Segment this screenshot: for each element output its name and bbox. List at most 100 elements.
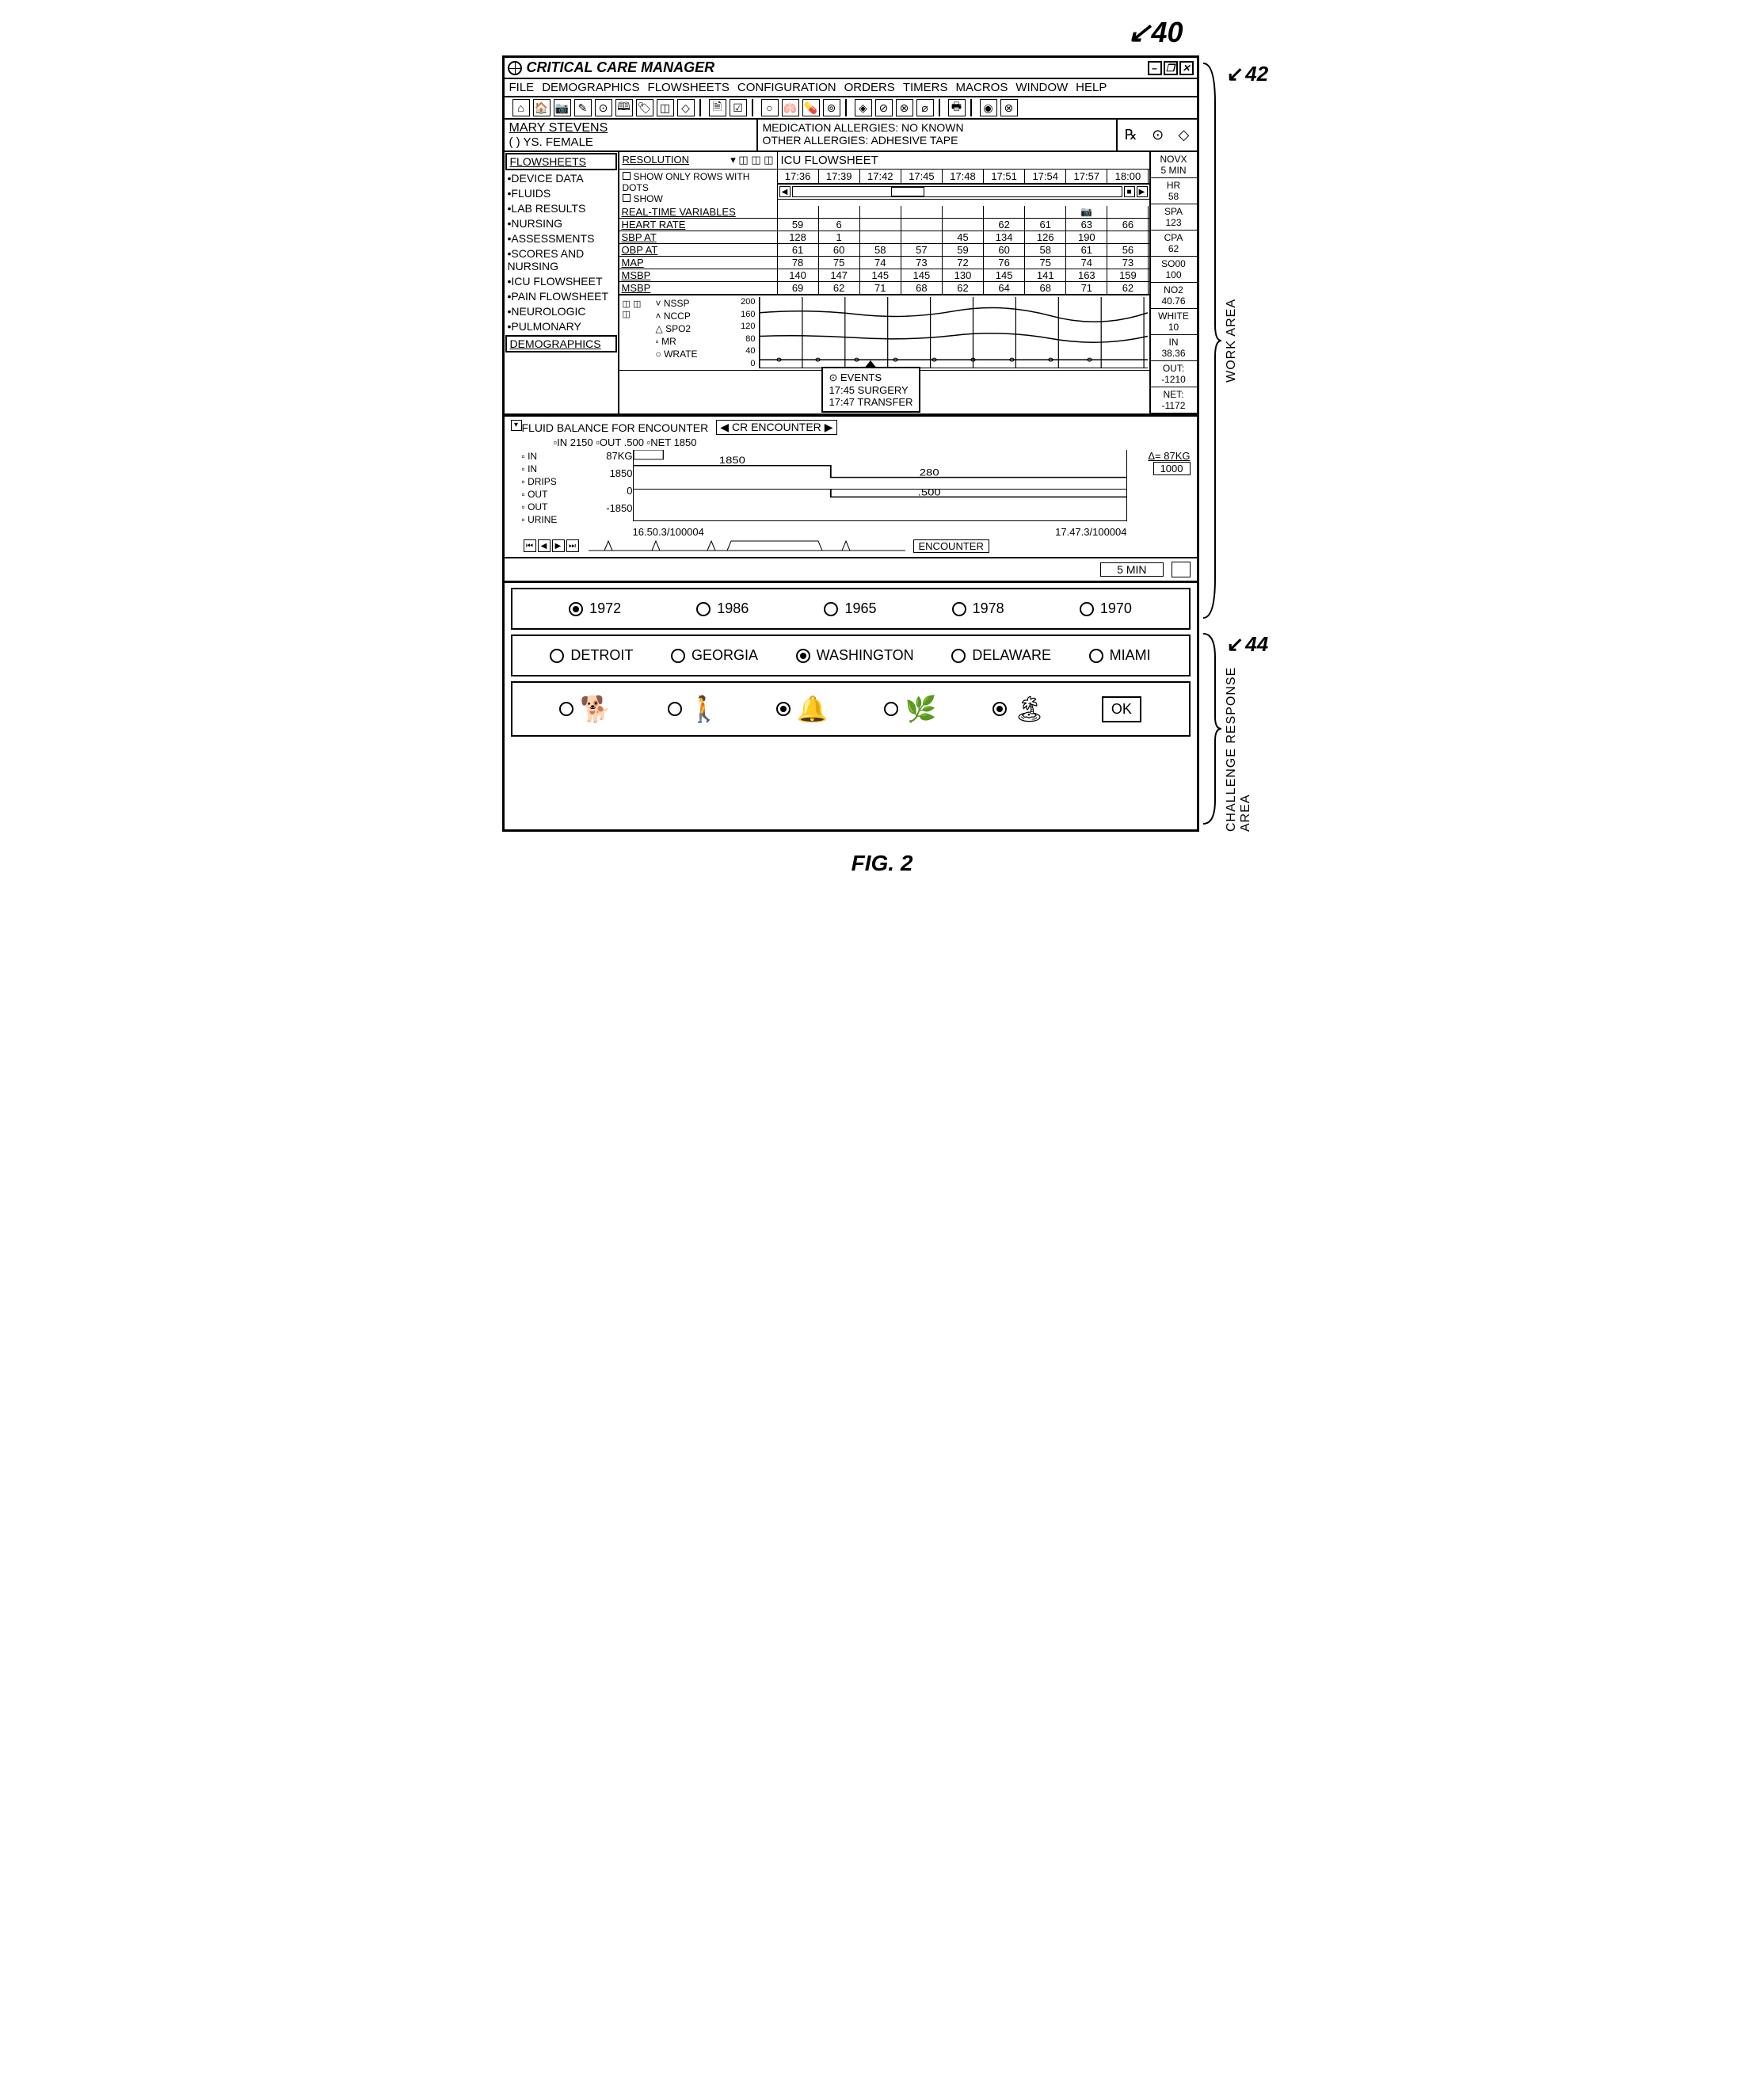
menu-item[interactable]: MACROS [955, 81, 1008, 94]
challenge-row-years: 1972 1986 1965 1978 1970 [511, 588, 1191, 630]
menu-item[interactable]: WINDOW [1015, 81, 1068, 94]
data-cell: 58 [1025, 244, 1066, 256]
challenge-option[interactable]: 1986 [696, 600, 749, 617]
scrollbar[interactable] [792, 186, 1122, 197]
menu-item[interactable]: CONFIGURATION [737, 81, 836, 94]
sidebar-item[interactable]: •ASSESSMENTS [505, 231, 618, 246]
toolbar-icon[interactable]: 🫁 [782, 99, 799, 116]
challenge-option[interactable]: 🌿 [884, 694, 936, 724]
yaxis-tick: 40 [724, 346, 756, 356]
show-rows-opt[interactable]: SHOW ONLY ROWS WITH DOTS [623, 171, 750, 193]
toolbar-icon[interactable]: ⊙ [595, 99, 612, 116]
scroll-stop[interactable]: ■ [1124, 186, 1135, 197]
data-cell: 60 [984, 244, 1025, 256]
enc-next[interactable]: ▶ [825, 421, 833, 434]
toolbar-icon[interactable]: ◈ [855, 99, 872, 116]
sidebar-item[interactable]: •DEVICE DATA [505, 171, 618, 186]
challenge-option[interactable]: 1970 [1080, 600, 1132, 617]
maximize-button[interactable]: ❐ [1164, 61, 1178, 75]
data-cell: 63 [1066, 219, 1107, 231]
challenge-option[interactable]: WASHINGTON [796, 647, 914, 664]
data-cell: 145 [860, 269, 901, 281]
patient-action-icon[interactable]: ◇ [1178, 127, 1189, 143]
variable-label: OBP AT [619, 244, 778, 256]
challenge-option[interactable]: GEORGIA [671, 647, 758, 664]
data-cell: 126 [1025, 231, 1066, 243]
menu-item[interactable]: HELP [1076, 81, 1107, 94]
toolbar-icon[interactable]: 📷 [554, 99, 571, 116]
toolbar-icon[interactable]: ◫ [657, 99, 674, 116]
transport-last[interactable]: ⏭ [566, 539, 579, 552]
sidebar-item[interactable]: •NURSING [505, 216, 618, 231]
challenge-option[interactable]: MIAMI [1089, 647, 1151, 664]
sidebar-item[interactable]: •FLUIDS [505, 186, 618, 201]
sidebar-demographics[interactable]: DEMOGRAPHICS [505, 335, 617, 352]
toolbar-icon[interactable]: 💊 [802, 99, 820, 116]
toolbar-icon[interactable]: ⊗ [1000, 99, 1018, 116]
challenge-option[interactable]: 🚶 [668, 694, 720, 724]
time-cell: 17:54 [1025, 170, 1066, 183]
toolbar-icon[interactable]: ◇ [677, 99, 695, 116]
events-tooltip: ⊙ EVENTS 17:45 SURGERY 17:47 TRANSFER [821, 367, 921, 413]
challenge-option[interactable]: 1978 [952, 600, 1004, 617]
toolbar-icon[interactable]: ☑ [730, 99, 747, 116]
toolbar-icon[interactable]: ✎ [574, 99, 592, 116]
transport-next[interactable]: ▶ [552, 539, 565, 552]
toolbar-icon[interactable]: 🖶 [948, 99, 966, 116]
sidebar-item[interactable]: •PAIN FLOWSHEET [505, 289, 618, 304]
toolbar-icon[interactable]: 🏷 [636, 99, 653, 116]
menu-item[interactable]: FILE [509, 81, 535, 94]
challenge-option[interactable]: 🔔 [776, 694, 829, 724]
transport-first[interactable]: ⏮ [524, 539, 536, 552]
icu-flowsheet-label: ICU FLOWSHEET [778, 152, 1149, 169]
sidebar-item[interactable]: •ICU FLOWSHEET [505, 274, 618, 289]
transport-prev[interactable]: ◀ [538, 539, 551, 552]
svg-text:.500: .500 [917, 487, 940, 497]
footer-icon[interactable] [1172, 562, 1191, 577]
show-opt[interactable]: SHOW [634, 193, 663, 204]
toolbar-icon[interactable]: ○ [761, 99, 779, 116]
data-cell: 62 [943, 282, 984, 294]
vital-cell: OUT:-1210 [1151, 361, 1197, 387]
toolbar-icon[interactable]: 🏠 [533, 99, 551, 116]
toolbar-icon[interactable]: ⊗ [896, 99, 913, 116]
toolbar-icon[interactable]: 🕮 [615, 99, 633, 116]
option-label: MIAMI [1110, 647, 1151, 664]
footer-strip: 5 MIN [505, 557, 1197, 581]
radio-icon [992, 702, 1007, 716]
minimize-button[interactable]: – [1148, 61, 1162, 75]
toolbar-icon[interactable]: ⊚ [823, 99, 840, 116]
ok-button[interactable]: OK [1102, 696, 1141, 722]
toolbar-icon[interactable]: ⊘ [875, 99, 893, 116]
sidebar-item[interactable]: •LAB RESULTS [505, 201, 618, 216]
toolbar-icon[interactable]: 🗎 [709, 99, 726, 116]
sidebar-item[interactable]: •PULMONARY [505, 319, 618, 334]
enc-prev[interactable]: ◀ [720, 421, 729, 434]
menu-item[interactable]: DEMOGRAPHICS [542, 81, 639, 94]
patient-action-icon[interactable]: ℞ [1125, 127, 1137, 143]
sidebar-item[interactable]: •NEUROLOGIC [505, 304, 618, 319]
close-button[interactable]: ✕ [1179, 61, 1194, 75]
challenge-option[interactable]: DELAWARE [951, 647, 1051, 664]
toolbar-icon[interactable]: ⌂ [512, 99, 530, 116]
fluid-label: ▫ IN [522, 450, 593, 463]
challenge-option[interactable]: 🐕 [559, 694, 611, 724]
challenge-option[interactable]: DETROIT [550, 647, 633, 664]
fluid-label: ▫ URINE [522, 513, 593, 526]
camera-icon[interactable]: 📷 [1066, 206, 1107, 218]
challenge-option[interactable]: 1972 [569, 600, 621, 617]
data-cell [1107, 231, 1149, 243]
menu-item[interactable]: TIMERS [903, 81, 948, 94]
menu-item[interactable]: FLOWSHEETS [648, 81, 730, 94]
toolbar-icon[interactable]: ⌀ [916, 99, 934, 116]
patient-action-icon[interactable]: ⊙ [1152, 127, 1164, 143]
challenge-option[interactable]: 1965 [824, 600, 876, 617]
option-label: 🌿 [905, 694, 936, 724]
challenge-option[interactable]: 🏝 [992, 694, 1046, 724]
scroll-left[interactable]: ◀ [779, 186, 791, 197]
toolbar-icon[interactable]: ◉ [980, 99, 997, 116]
menu-item[interactable]: ORDERS [844, 81, 895, 94]
sidebar-item[interactable]: •SCORES AND NURSING [505, 246, 618, 274]
menu-bar: FILE DEMOGRAPHICS FLOWSHEETS CONFIGURATION O… [505, 79, 1197, 97]
scroll-right[interactable]: ▶ [1137, 186, 1148, 197]
